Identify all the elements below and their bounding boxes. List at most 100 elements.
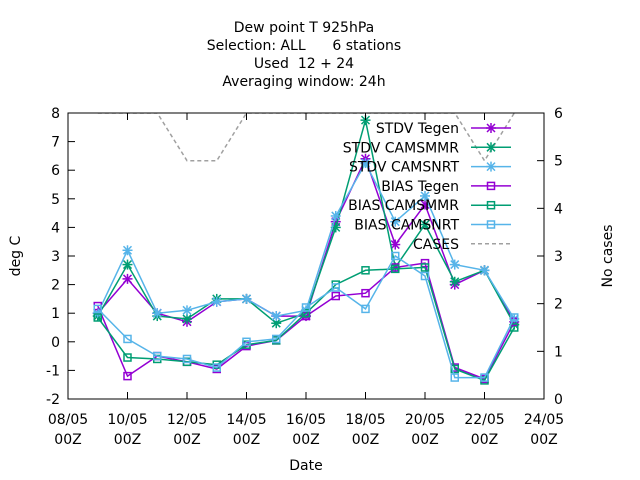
x-tick-label: 10/05 (107, 412, 147, 428)
y2-tick-label: 4 (554, 201, 563, 217)
series-5-point (510, 313, 519, 322)
series-2-point (211, 296, 222, 307)
series-5-point (123, 334, 132, 344)
y2-tick-label: 2 (554, 297, 563, 313)
y-tick-label: 3 (51, 249, 60, 265)
series-5-point (212, 363, 221, 372)
series-5-point (93, 304, 102, 314)
x-tick-label: 00Z (352, 432, 379, 448)
title-line-2: Used 12 + 24 (254, 56, 354, 72)
y-tick-label: 6 (51, 163, 60, 179)
y-tick-label: 0 (51, 335, 60, 351)
series-1-point (449, 276, 460, 287)
y2-tick-label: 0 (554, 392, 563, 408)
legend-marker (486, 161, 496, 172)
series-2-point (271, 311, 282, 322)
series-5-point (420, 271, 430, 281)
series-line-4 (97, 266, 515, 382)
series-2-point (330, 210, 341, 221)
y-tick-label: 5 (51, 192, 60, 208)
series-4-point (123, 353, 132, 362)
series-5-point (153, 351, 162, 361)
series-4-point (301, 308, 311, 318)
series-3-point (331, 291, 340, 301)
series-5-point (182, 354, 192, 364)
series-5-point (301, 303, 311, 312)
y-tick-label: -2 (46, 392, 60, 408)
series-0-point (390, 239, 401, 250)
plot-area (92, 113, 520, 385)
x-tick-label: 00Z (411, 432, 438, 448)
legend: STDV Tegen STDV CAMSMMR STDV CAMSNRT BIAS T… (343, 121, 511, 253)
x-tick-label: 00Z (292, 432, 319, 448)
y2-tick-label: 3 (554, 249, 563, 265)
legend-label: BIAS CAMSNRT (354, 218, 459, 234)
x-axis-label: Date (289, 458, 322, 474)
series-5-point (450, 373, 459, 382)
y2-tick-label: 6 (554, 106, 563, 122)
series-4-point (420, 263, 430, 272)
legend-marker (486, 200, 496, 210)
series-5-point (480, 373, 489, 382)
series-5-point (242, 337, 251, 347)
series-5-point (361, 304, 370, 314)
legend-label: CASES (413, 237, 459, 253)
legend-marker (486, 142, 496, 153)
series-2-point (420, 190, 430, 201)
y-tick-label: 8 (51, 106, 60, 122)
series-2-point (152, 308, 163, 319)
title-line-1: Selection: ALL 6 stations (207, 38, 401, 54)
x-tick-label: 14/05 (226, 412, 266, 428)
plot-border (67, 112, 545, 400)
chart-title: Dew point T 925hPa Selection: ALL 6 stati… (207, 20, 401, 90)
y-tick-label: -1 (46, 363, 60, 379)
legend-marker (486, 220, 496, 229)
y-tick-label: 2 (51, 278, 60, 294)
y2-tick-label: 1 (554, 344, 563, 360)
series-4-point (450, 364, 459, 374)
series-3-point (123, 371, 132, 381)
legend-label: STDV CAMSNRT (349, 160, 460, 176)
legend-label: BIAS CAMSMMR (348, 198, 459, 214)
series-5-point (391, 251, 400, 261)
x-tick-label: 18/05 (345, 412, 385, 428)
x-tick-label: 00Z (114, 432, 141, 448)
series-3-point (361, 288, 370, 298)
series-2-point (122, 245, 133, 256)
series-line-6 (97, 113, 515, 163)
series-2-point (479, 265, 490, 276)
series-2-point (241, 293, 252, 304)
series-4-point (510, 323, 519, 332)
legend-label: BIAS Tegen (381, 179, 459, 195)
x-tick-label: 12/05 (167, 412, 207, 428)
x-tick-label: 16/05 (286, 412, 326, 428)
x-tick-label: 00Z (54, 432, 81, 448)
series-4-point (93, 313, 102, 322)
y-tick-label: 1 (51, 306, 60, 322)
series-2-point (360, 158, 371, 169)
x-tick-label: 08/05 (48, 412, 88, 428)
title-line-3: Averaging window: 24h (222, 74, 385, 90)
x-tick-label: 24/05 (524, 412, 564, 428)
series-1-point (182, 313, 192, 324)
y-tick-label: 4 (51, 220, 60, 236)
series-4-point (361, 266, 370, 275)
series-line-5 (97, 254, 515, 379)
title-line-0: Dew point T 925hPa (234, 20, 374, 36)
series-0-point (122, 273, 133, 284)
legend-marker (486, 123, 496, 133)
x-tick-label: 00Z (233, 432, 260, 448)
legend-label: STDV CAMSMMR (343, 140, 459, 156)
series-2-point (390, 216, 401, 227)
series-1-point (420, 219, 430, 230)
series-2-point (182, 305, 192, 316)
y-axis-label: deg C (8, 235, 24, 276)
y2-tick-label: 5 (554, 154, 563, 170)
series-2-point (449, 259, 460, 270)
legend-label: STDV Tegen (376, 121, 459, 137)
legend-marker (486, 181, 496, 191)
y-tick-label: 7 (51, 135, 60, 151)
x-tick-label: 20/05 (405, 412, 445, 428)
y2-axis-label: No cases (600, 225, 616, 288)
